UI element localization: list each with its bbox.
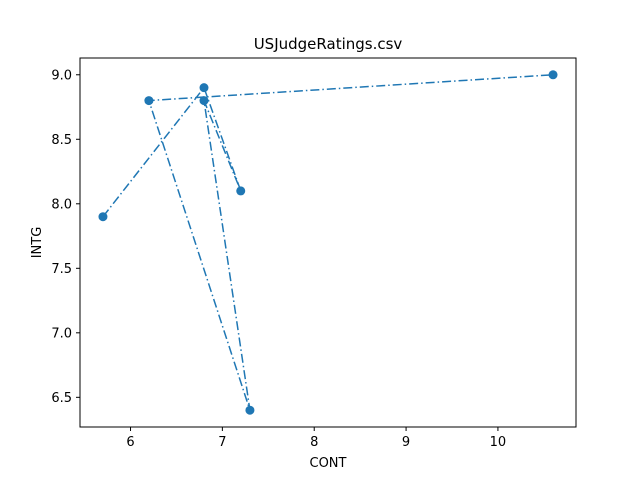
x-tick-label: 8: [310, 435, 318, 450]
data-point: [548, 70, 558, 80]
x-tick-label: 6: [126, 435, 134, 450]
plot-area: [98, 70, 558, 415]
data-point: [245, 405, 255, 415]
data-point: [199, 96, 209, 106]
x-tick-label: 10: [490, 435, 507, 450]
x-tick-label: 7: [218, 435, 226, 450]
data-point: [98, 212, 108, 222]
y-tick-label: 8.5: [51, 133, 72, 148]
y-tick-label: 7.0: [51, 326, 72, 341]
y-tick-label: 6.5: [51, 391, 72, 406]
y-tick-label: 8.0: [51, 197, 72, 212]
x-axis: 6 7 8 9 10: [126, 427, 506, 450]
y-tick-label: 9.0: [51, 68, 72, 83]
x-tick-label: 9: [402, 435, 410, 450]
y-axis: 6.5 7.0 7.5 8.0 8.5 9.0: [51, 68, 80, 406]
x-axis-label: CONT: [310, 456, 347, 471]
y-axis-label: INTG: [30, 227, 45, 259]
data-point: [236, 186, 246, 196]
data-point: [144, 96, 154, 106]
y-tick-label: 7.5: [51, 262, 72, 277]
axes-frame: [79, 57, 577, 428]
data-point: [199, 83, 209, 93]
chart-title: USJudgeRatings.csv: [254, 35, 403, 53]
